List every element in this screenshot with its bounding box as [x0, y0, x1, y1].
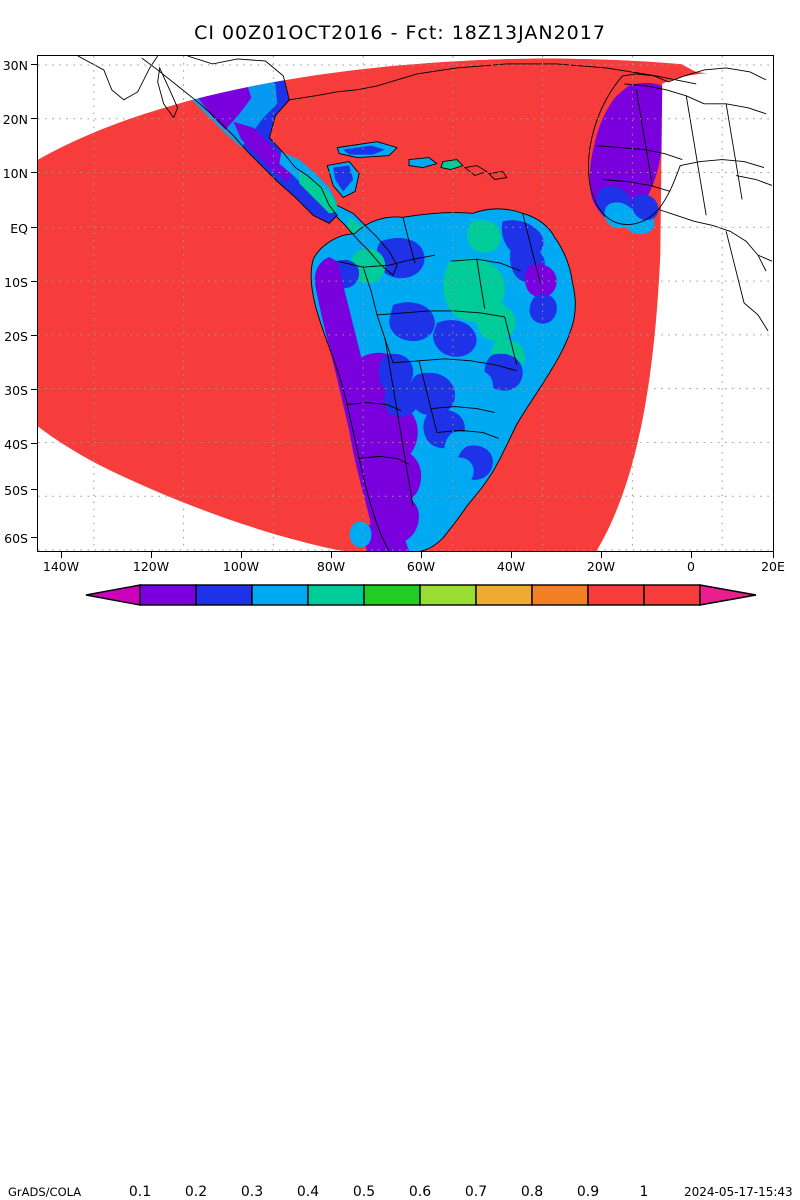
x-tick [61, 552, 63, 558]
x-tick [773, 552, 775, 558]
y-tick [31, 389, 37, 391]
y-tick [31, 227, 37, 229]
grads-credit: GrADS/COLA [8, 1185, 82, 1199]
gridlines [38, 56, 773, 551]
map-canvas [38, 56, 773, 551]
y-axis-label-EQ: EQ [10, 221, 28, 236]
x-axis-label-20E: 20E [761, 559, 785, 574]
y-axis-label-20N: 20N [2, 112, 28, 127]
x-axis-label-40W: 40W [496, 559, 526, 574]
x-tick [691, 552, 693, 558]
field-south-america [311, 208, 576, 551]
colorbar-segment-3 [307, 584, 365, 606]
colorbar-segment-1 [195, 584, 253, 606]
y-axis-label-20S: 20S [4, 329, 28, 344]
y-tick [31, 281, 37, 283]
x-axis-label-120W: 120W [132, 559, 170, 574]
colorbar-tick-0.4: 0.4 [296, 1184, 320, 1200]
colorbar-tick-0.8: 0.8 [520, 1184, 544, 1200]
colorbar-tick-1: 1 [639, 1184, 649, 1200]
x-axis-label-20W: 20W [586, 559, 616, 574]
colorbar: 0.1 0.2 0.3 0.4 0.5 0.6 0.7 0.8 0.9 1 Gr… [0, 584, 800, 1200]
colorbar-swatches [85, 584, 757, 606]
colorbar-tick-0.7: 0.7 [464, 1184, 488, 1200]
colorbar-segment-9 [643, 584, 701, 606]
y-axis-label-40S: 40S [4, 437, 28, 452]
map-plot-area [37, 55, 774, 552]
outside-domain-top [38, 56, 773, 160]
colorbar-tick-0.9: 0.9 [576, 1184, 600, 1200]
colorbar-tick-0.5: 0.5 [352, 1184, 376, 1200]
x-tick [421, 552, 423, 558]
colorbar-segment-4 [363, 584, 421, 606]
page-title: CI 00Z01OCT2016 - Fct: 18Z13JAN2017 [194, 22, 606, 44]
colorbar-segment-0 [139, 584, 197, 606]
outside-domain-africa [596, 72, 773, 551]
y-axis-label-10N: 10N [2, 166, 28, 181]
outside-domain-bottom [38, 426, 343, 551]
colorbar-segment-7 [531, 584, 589, 606]
y-tick [31, 172, 37, 174]
y-axis-label-60S: 60S [4, 531, 28, 546]
y-axis-label-30S: 30S [4, 383, 28, 398]
y-axis-label-50S: 50S [4, 483, 28, 498]
y-tick [31, 118, 37, 120]
figure-root: CI 00Z01OCT2016 - Fct: 18Z13JAN2017 [0, 22, 800, 1200]
colorbar-tick-0.1: 0.1 [128, 1184, 152, 1200]
colorbar-tick-0.2: 0.2 [184, 1184, 208, 1200]
x-tick [601, 552, 603, 558]
y-tick [31, 443, 37, 445]
x-tick [331, 552, 333, 558]
x-axis-label-80W: 80W [316, 559, 346, 574]
coastline-layer [77, 56, 773, 551]
y-tick [31, 64, 37, 66]
colorbar-tick-0.6: 0.6 [408, 1184, 432, 1200]
colorbar-segment-5 [419, 584, 477, 606]
colorbar-segment-under [85, 584, 141, 606]
colorbar-segment-6 [475, 584, 533, 606]
x-axis-label-60W: 60W [406, 559, 436, 574]
x-axis-label-0: 0 [687, 559, 695, 574]
x-tick [511, 552, 513, 558]
y-tick [31, 335, 37, 337]
x-axis-label-100W: 100W [222, 559, 260, 574]
colorbar-tick-0.3: 0.3 [240, 1184, 264, 1200]
y-tick [31, 537, 37, 539]
y-axis-label-30N: 30N [2, 58, 28, 73]
colorbar-segment-over [699, 584, 757, 606]
y-axis-label-10S: 10S [4, 275, 28, 290]
x-tick [151, 552, 153, 558]
render-timestamp: 2024-05-17-15:43 [684, 1185, 793, 1199]
x-axis-label-140W: 140W [42, 559, 80, 574]
colorbar-segment-8 [587, 584, 645, 606]
colorbar-segment-2 [251, 584, 309, 606]
y-tick [31, 489, 37, 491]
x-tick [241, 552, 243, 558]
